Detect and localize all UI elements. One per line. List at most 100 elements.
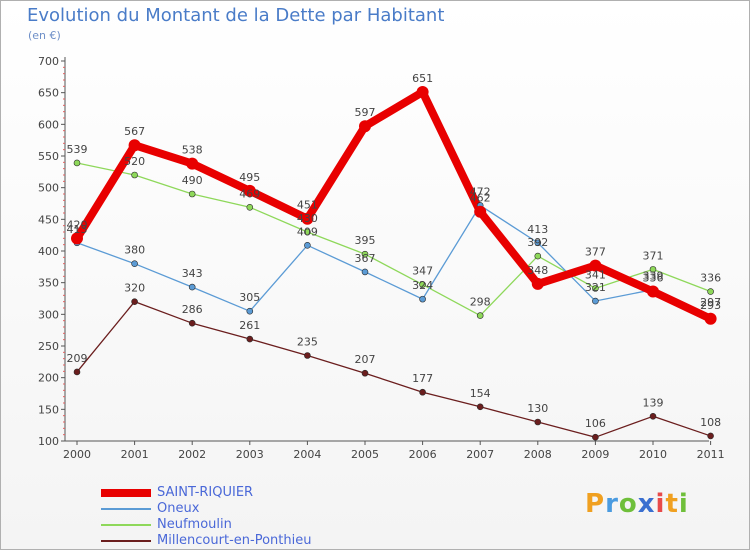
- series-line: [76, 162, 712, 317]
- y-tick-label: 200: [38, 372, 59, 385]
- logo-letter: o: [618, 489, 638, 519]
- y-tick-label: 500: [38, 182, 59, 195]
- series-line: [73, 88, 715, 323]
- x-tick-label: 2002: [178, 448, 206, 461]
- x-tick-label: 2005: [351, 448, 379, 461]
- data-point: [188, 283, 196, 291]
- data-point: [647, 285, 659, 298]
- legend: SAINT-RIQUIER Oneux Neufmoulin Millencou…: [101, 485, 311, 549]
- x-tick-label: 2006: [409, 448, 437, 461]
- data-label: 451: [297, 199, 318, 212]
- logo-letter: i: [655, 489, 666, 519]
- x-tick-label: 2001: [121, 448, 149, 461]
- data-label: 139: [643, 396, 664, 409]
- data-point: [188, 190, 196, 198]
- data-point: [246, 307, 254, 315]
- data-point: [592, 297, 599, 305]
- data-label: 430: [297, 212, 318, 225]
- data-point: [476, 403, 484, 411]
- data-point: [474, 205, 487, 218]
- data-point: [359, 120, 371, 133]
- data-label: 392: [527, 236, 548, 249]
- y-tick-label: 550: [38, 150, 59, 163]
- data-point: [534, 239, 542, 247]
- proxiti-logo: Proxiti: [585, 489, 689, 519]
- y-tick-label: 300: [38, 308, 59, 321]
- data-label: 336: [700, 272, 721, 285]
- x-tick-label: 2011: [697, 448, 725, 461]
- data-point: [246, 204, 254, 211]
- data-label: 321: [585, 281, 606, 294]
- data-point: [304, 228, 311, 236]
- data-point: [419, 295, 426, 303]
- data-point: [131, 171, 138, 179]
- data-label: 377: [585, 246, 606, 259]
- data-label: 320: [124, 282, 145, 295]
- data-label: 597: [355, 106, 376, 119]
- x-tick-label: 2009: [581, 448, 609, 461]
- data-label: 286: [182, 303, 203, 316]
- legend-swatch-saint-riquier: [101, 489, 151, 497]
- data-label: 343: [182, 267, 203, 280]
- data-label: 539: [67, 143, 88, 156]
- data-point: [71, 232, 83, 245]
- data-label: 324: [412, 279, 433, 292]
- y-tick-label: 650: [38, 87, 59, 100]
- legend-item-millencourt: Millencourt-en-Ponthieu: [101, 533, 311, 549]
- series-line: [76, 204, 712, 317]
- data-label: 413: [527, 223, 548, 236]
- data-label: 108: [700, 416, 721, 429]
- data-point: [361, 369, 369, 377]
- chart-title: Evolution du Montant de la Dette par Hab…: [27, 5, 445, 26]
- legend-item-neufmoulin: Neufmoulin: [101, 517, 311, 533]
- data-label: 651: [412, 72, 433, 85]
- data-label: 469: [239, 187, 260, 200]
- chart-unit: (en €): [28, 29, 61, 42]
- data-label: 567: [124, 125, 145, 138]
- data-label: 209: [67, 352, 88, 365]
- legend-label-oneux: Oneux: [157, 501, 200, 516]
- y-tick-label: 600: [38, 118, 59, 131]
- data-point: [361, 268, 369, 276]
- data-label: 297: [700, 296, 721, 309]
- series-line: [76, 301, 712, 438]
- data-label: 106: [585, 417, 606, 430]
- y-tick-label: 100: [38, 435, 59, 448]
- data-point: [131, 260, 138, 267]
- x-tick-label: 2000: [63, 448, 91, 461]
- y-tick-label: 700: [38, 55, 59, 68]
- data-label: 207: [355, 353, 376, 366]
- data-label: 348: [527, 264, 548, 277]
- data-label: 341: [585, 268, 606, 281]
- logo-letter: t: [665, 489, 679, 519]
- legend-swatch-millencourt: [101, 540, 151, 542]
- y-tick-label: 150: [38, 403, 59, 416]
- data-point: [534, 252, 542, 260]
- data-point: [649, 266, 657, 273]
- logo-letter: i: [678, 489, 689, 519]
- data-point: [704, 312, 717, 325]
- legend-item-oneux: Oneux: [101, 501, 311, 517]
- logo-letter: x: [637, 489, 656, 519]
- data-label: 409: [297, 225, 318, 238]
- data-label: 420: [67, 218, 88, 231]
- data-point: [73, 368, 81, 376]
- data-label: 380: [124, 244, 145, 257]
- data-point: [592, 285, 599, 292]
- data-label: 472: [470, 185, 491, 198]
- data-label: 371: [643, 249, 664, 262]
- data-point: [246, 335, 254, 343]
- x-tick-label: 2008: [524, 448, 552, 461]
- data-point: [707, 288, 714, 295]
- data-point: [186, 157, 199, 170]
- data-label: 538: [182, 144, 203, 157]
- data-label: 305: [239, 291, 260, 304]
- x-tick-label: 2010: [639, 448, 667, 461]
- data-label: 177: [412, 372, 433, 385]
- data-label: 130: [527, 402, 548, 415]
- data-label: 261: [239, 319, 260, 332]
- legend-label-millencourt: Millencourt-en-Ponthieu: [157, 533, 312, 548]
- y-tick-label: 450: [38, 213, 59, 226]
- y-tick-label: 250: [38, 340, 59, 353]
- data-label: 293: [700, 299, 721, 312]
